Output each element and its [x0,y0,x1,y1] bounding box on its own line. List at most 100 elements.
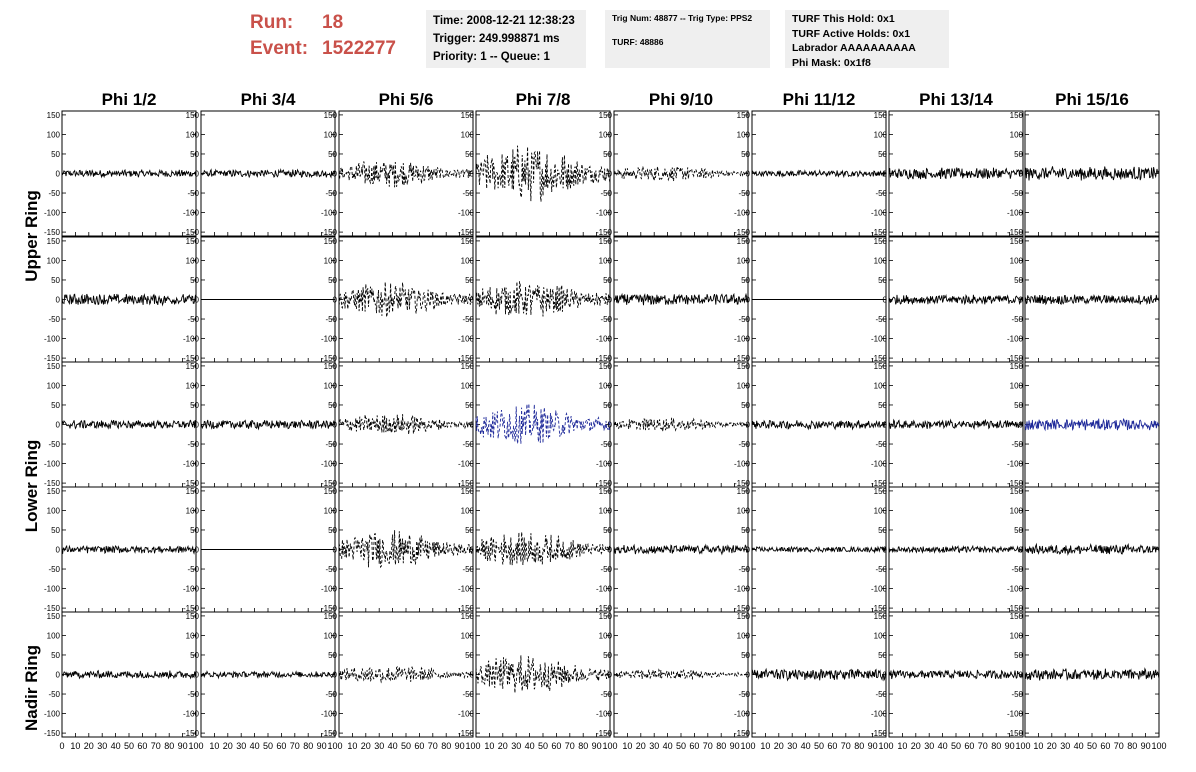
waveform-trace [338,666,474,684]
panel-r5-c1: -150 -100 -50 0 50 100 150 [44,611,197,738]
turf-text: TURF: 48886 [612,37,664,47]
y-tick-label: 100 [186,256,200,265]
column-header-7: Phi 13/14 [919,90,993,109]
y-tick-label: 150 [324,612,338,621]
panel-r2-c6: -150 -100 -50 0 50 100 150 [734,236,887,363]
priority-text: Priority: 1 -- Queue: 1 [433,51,550,63]
y-tick-label: -50 [325,440,337,449]
y-tick-label: 0 [746,671,751,680]
x-tick-label: 90 [317,741,327,751]
panel-r3-c7: -150 -100 -50 0 50 100 150 [871,361,1024,488]
y-tick-label: -50 [48,440,60,449]
waveform-trace [751,545,887,554]
panel-r2-c7: -150 -100 -50 0 50 100 150 [871,236,1024,363]
y-tick-label: 100 [874,506,888,515]
x-tick-label: 10 [347,741,357,751]
trig-num-info: Trig Num: 48877 -- Trig Type: PPS2 TURF:… [605,10,770,68]
y-tick-label: 100 [47,506,61,515]
y-tick-label: 150 [47,111,61,120]
y-tick-label: -100 [1007,209,1024,218]
panel-r1-c8: -150 -100 -50 0 50 100 150 [1007,110,1160,237]
x-tick-label: 60 [137,741,147,751]
x-tick-label: 40 [388,741,398,751]
y-tick-label: -150 [458,228,475,237]
y-tick-label: 0 [883,170,888,179]
x-tick-label: 40 [938,741,948,751]
y-tick-label: 0 [608,671,613,680]
x-tick-label: 40 [525,741,535,751]
x-tick-label: 10 [484,741,494,751]
waveform-trace [1024,418,1160,432]
y-tick-label: -150 [458,729,475,738]
y-tick-label: 150 [47,612,61,621]
turf-hold-info: TURF This Hold: 0x1 TURF Active Holds: 0… [785,10,949,69]
y-tick-label: -100 [321,460,338,469]
y-tick-label: 100 [737,631,751,640]
y-tick-label: 50 [741,276,750,285]
y-tick-label: 150 [324,487,338,496]
y-tick-label: -50 [1011,565,1023,574]
x-tick-label: 10 [760,741,770,751]
time-text: Time: 2008-12-21 12:38:23 [433,15,575,27]
panel-frame [613,236,749,363]
y-tick-label: -50 [1011,189,1023,198]
y-tick-label: -100 [321,335,338,344]
y-tick-label: -50 [1011,690,1023,699]
y-tick-label: 50 [603,526,612,535]
y-tick-label: -50 [738,690,750,699]
y-tick-label: 150 [461,362,475,371]
run-value: 18 [322,12,344,33]
y-tick-label: 50 [328,526,337,535]
x-tick-label: 80 [716,741,726,751]
x-tick-label: 0 [59,741,64,751]
x-tick-label: 20 [498,741,508,751]
waveform-trace [1024,166,1160,181]
y-tick-label: -50 [600,315,612,324]
x-tick-label: 90 [730,741,740,751]
y-tick-label: 100 [737,130,751,139]
x-tick-label: 80 [303,741,313,751]
y-tick-label: 100 [874,381,888,390]
y-tick-label: 0 [746,546,751,555]
panel-r2-c2: -150 -100 -50 0 50 100 150 [183,236,336,363]
waveform-trace [200,168,336,179]
y-tick-label: 0 [195,170,200,179]
y-tick-label: -150 [871,604,888,613]
x-tick-label: 50 [1087,741,1097,751]
y-tick-label: 100 [324,631,338,640]
y-tick-label: 0 [470,421,475,430]
y-tick-label: -150 [44,604,61,613]
trig-num-text: Trig Num: 48877 -- Trig Type: PPS2 [612,13,753,23]
y-tick-label: -100 [321,585,338,594]
column-header-1: Phi 1/2 [102,90,157,109]
x-tick-label: 100 [465,741,480,751]
waveform-trace [475,281,611,317]
x-tick-label: 20 [84,741,94,751]
y-tick-label: -50 [325,315,337,324]
waveform-trace [888,418,1024,431]
y-tick-label: 150 [874,487,888,496]
y-tick-label: 0 [1019,671,1024,680]
x-tick-label: 30 [236,741,246,751]
x-tick-label: 100 [740,741,755,751]
y-tick-label: 150 [461,612,475,621]
y-tick-label: -100 [734,209,751,218]
turf-hold-text: TURF This Hold: 0x1 [792,13,895,25]
panel-r5-c5: -150 -100 -50 0 50 100 150 [596,611,749,738]
y-tick-label: -100 [734,335,751,344]
y-tick-label: -150 [183,729,200,738]
panel-frame [338,110,474,237]
x-tick-label: 20 [1047,741,1057,751]
x-tick-label: 80 [164,741,174,751]
y-tick-label: 150 [324,111,338,120]
panel-r5-c7: -150 -100 -50 0 50 100 150 [871,611,1024,738]
y-tick-label: -150 [734,729,751,738]
y-tick-label: 50 [465,651,474,660]
panel-r5-c2: -150 -100 -50 0 50 100 150 [183,611,336,738]
y-tick-label: 150 [599,487,613,496]
y-tick-label: 50 [878,150,887,159]
y-tick-label: 150 [599,111,613,120]
waveform-trace [751,168,887,179]
y-tick-label: -150 [734,479,751,488]
y-tick-label: 50 [51,150,60,159]
